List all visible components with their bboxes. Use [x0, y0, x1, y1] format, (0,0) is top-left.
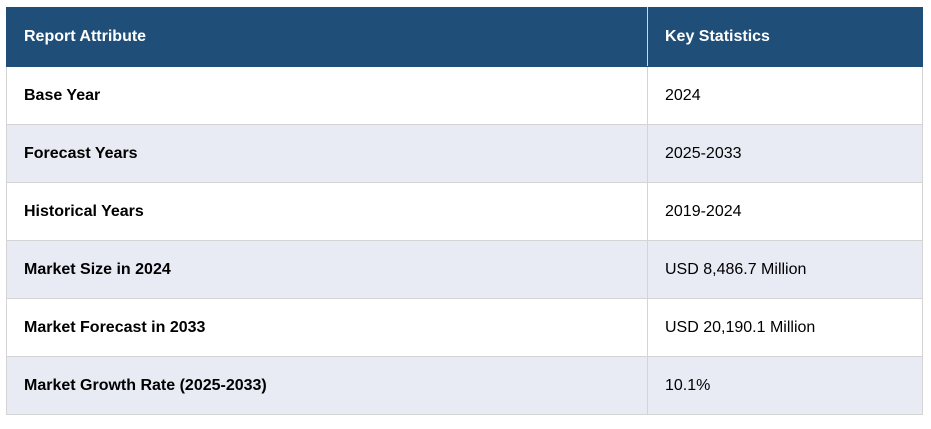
row-attribute: Forecast Years [6, 124, 648, 183]
table-row: Market Size in 2024 USD 8,486.7 Million [6, 240, 923, 299]
row-attribute: Historical Years [6, 182, 648, 241]
row-attribute: Base Year [6, 66, 648, 125]
report-table: Report Attribute Key Statistics Base Yea… [6, 7, 923, 415]
header-key-statistics: Key Statistics [647, 7, 923, 67]
row-value: 2024 [647, 66, 923, 125]
row-attribute: Market Growth Rate (2025-2033) [6, 356, 648, 415]
row-value: 10.1% [647, 356, 923, 415]
header-row: Report Attribute Key Statistics [6, 7, 923, 67]
table-row: Forecast Years 2025-2033 [6, 124, 923, 183]
row-value: USD 20,190.1 Million [647, 298, 923, 357]
table-row: Market Forecast in 2033 USD 20,190.1 Mil… [6, 298, 923, 357]
table-body: Base Year 2024 Forecast Years 2025-2033 … [6, 66, 923, 415]
row-attribute: Market Forecast in 2033 [6, 298, 648, 357]
table-row: Historical Years 2019-2024 [6, 182, 923, 241]
row-value: 2019-2024 [647, 182, 923, 241]
row-value: 2025-2033 [647, 124, 923, 183]
row-value: USD 8,486.7 Million [647, 240, 923, 299]
table-row: Base Year 2024 [6, 66, 923, 125]
header-report-attribute: Report Attribute [6, 7, 648, 67]
table-row: Market Growth Rate (2025-2033) 10.1% [6, 356, 923, 415]
row-attribute: Market Size in 2024 [6, 240, 648, 299]
table-header: Report Attribute Key Statistics [6, 7, 923, 67]
